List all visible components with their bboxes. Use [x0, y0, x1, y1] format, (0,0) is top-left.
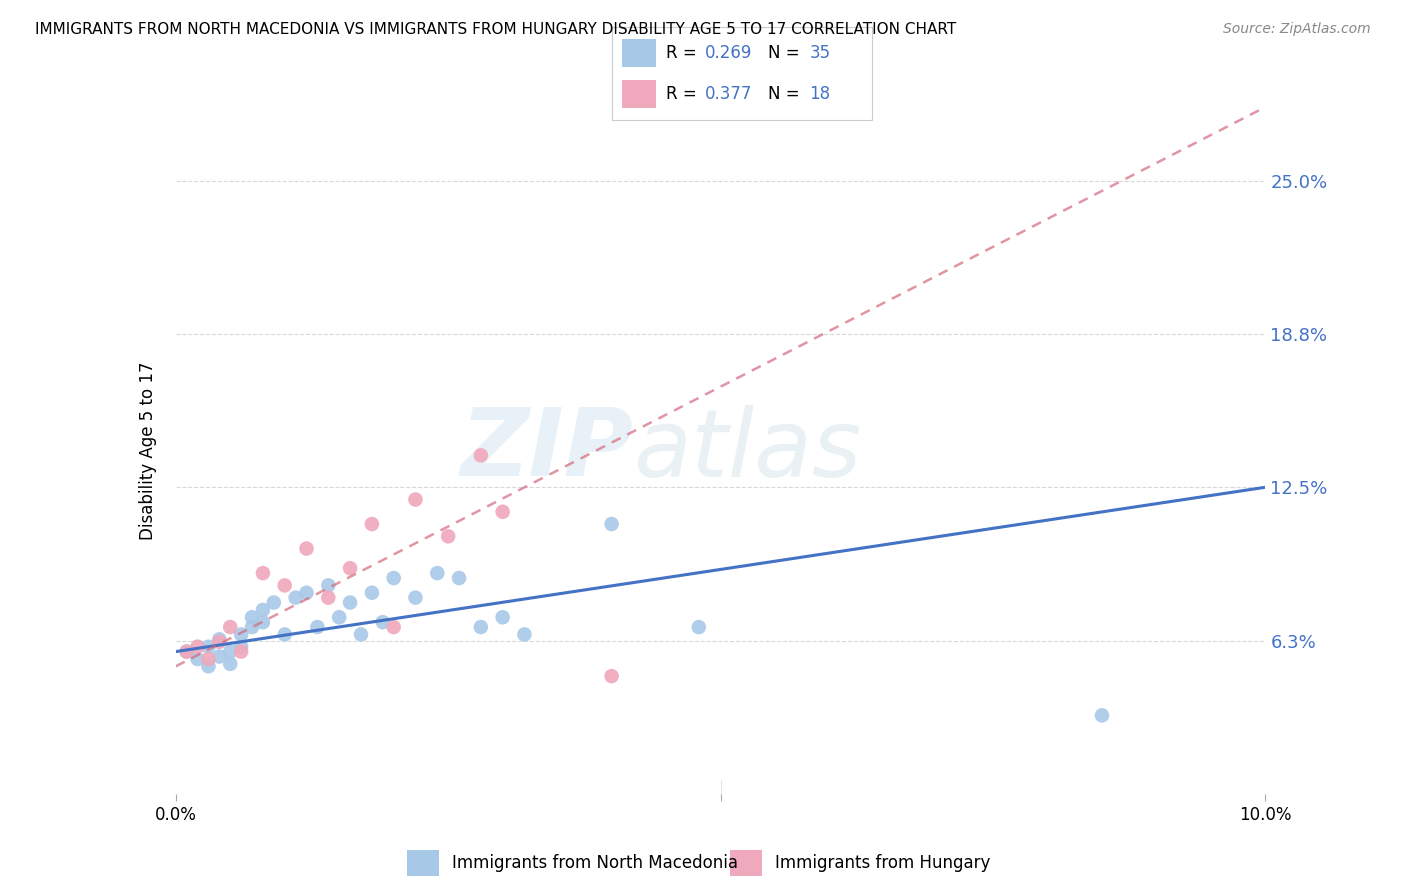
Point — [252, 566, 274, 581]
Point — [513, 627, 536, 641]
Point — [219, 644, 242, 658]
Point — [600, 669, 623, 683]
Point — [492, 610, 515, 624]
Text: 0.269: 0.269 — [706, 44, 752, 62]
Point — [492, 505, 515, 519]
Point — [382, 571, 405, 585]
Point — [274, 578, 297, 592]
Point — [219, 657, 242, 671]
Text: R =: R = — [666, 86, 702, 103]
Point — [240, 610, 263, 624]
Text: N =: N = — [768, 86, 804, 103]
Point — [208, 649, 231, 664]
Point — [426, 566, 449, 581]
Text: 18: 18 — [810, 86, 831, 103]
Point — [470, 448, 492, 462]
Point — [295, 541, 318, 556]
Point — [405, 591, 427, 605]
FancyBboxPatch shape — [621, 80, 655, 108]
Point — [360, 517, 382, 532]
Point — [231, 640, 253, 654]
Point — [197, 640, 219, 654]
Point — [600, 517, 623, 532]
Point — [447, 571, 470, 585]
Point — [284, 591, 307, 605]
Point — [231, 644, 253, 658]
Text: Source: ZipAtlas.com: Source: ZipAtlas.com — [1223, 22, 1371, 37]
Point — [318, 591, 340, 605]
Point — [307, 620, 329, 634]
Text: 0.377: 0.377 — [706, 86, 752, 103]
FancyBboxPatch shape — [406, 850, 439, 876]
Point — [371, 615, 394, 630]
Point — [252, 615, 274, 630]
Point — [1091, 708, 1114, 723]
Point — [328, 610, 350, 624]
Point — [339, 561, 361, 575]
FancyBboxPatch shape — [621, 39, 655, 67]
Point — [360, 585, 382, 599]
Text: N =: N = — [768, 44, 804, 62]
Point — [240, 620, 263, 634]
Point — [252, 603, 274, 617]
Point — [263, 596, 285, 610]
Point — [405, 492, 427, 507]
Text: ZIP: ZIP — [461, 404, 633, 497]
Text: atlas: atlas — [633, 405, 862, 496]
Point — [208, 632, 231, 647]
Point — [350, 627, 373, 641]
Text: R =: R = — [666, 44, 702, 62]
Point — [437, 529, 460, 543]
Y-axis label: Disability Age 5 to 17: Disability Age 5 to 17 — [139, 361, 157, 540]
FancyBboxPatch shape — [730, 850, 762, 876]
Point — [274, 627, 297, 641]
Text: Immigrants from North Macedonia: Immigrants from North Macedonia — [451, 854, 738, 872]
Point — [231, 627, 253, 641]
Point — [295, 585, 318, 599]
Text: 35: 35 — [810, 44, 831, 62]
Point — [318, 578, 340, 592]
Point — [208, 635, 231, 649]
Point — [186, 652, 209, 666]
Point — [197, 652, 219, 666]
Point — [176, 644, 198, 658]
Point — [382, 620, 405, 634]
Point — [470, 620, 492, 634]
Point — [688, 620, 710, 634]
Point — [339, 596, 361, 610]
Text: IMMIGRANTS FROM NORTH MACEDONIA VS IMMIGRANTS FROM HUNGARY DISABILITY AGE 5 TO 1: IMMIGRANTS FROM NORTH MACEDONIA VS IMMIG… — [35, 22, 956, 37]
Point — [197, 659, 219, 673]
Text: Immigrants from Hungary: Immigrants from Hungary — [775, 854, 991, 872]
Point — [219, 620, 242, 634]
Point — [186, 640, 209, 654]
Point — [176, 644, 198, 658]
